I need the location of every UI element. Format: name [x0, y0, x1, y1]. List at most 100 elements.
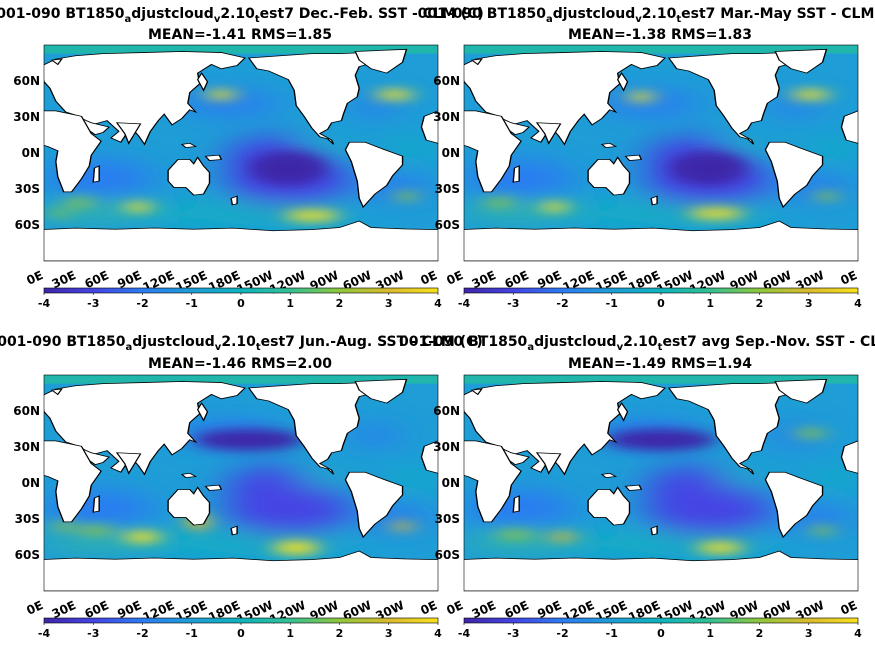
colorbar-tick-label: -3 [507, 297, 519, 310]
lat-tick-label: 30N [13, 110, 40, 124]
lat-tick-label: 30S [15, 182, 40, 196]
title-part: 2.10 [642, 6, 677, 22]
panel-4: 001-090 BT1850adjustcloudv2.10test7 avg … [399, 334, 875, 640]
lon-tick-label: 0E [444, 598, 465, 618]
colorbar-tick-label: 0 [237, 627, 245, 640]
map-frame [463, 374, 859, 592]
title-part: 001-090 BT1850 [418, 6, 547, 22]
title-part: 001-090 BT1850 [399, 334, 528, 350]
colorbar [463, 617, 859, 624]
anomaly-hotspot [390, 521, 415, 531]
title-part: t [676, 14, 681, 25]
colorbar-tick-label: 1 [706, 627, 714, 640]
panel-title: 001-090 BT1850adjustcloudv2.10test7 avg … [399, 334, 875, 353]
anomaly-hotspot [374, 89, 415, 100]
lat-tick-label: 0N [22, 476, 40, 490]
sst-anomaly-map [464, 375, 858, 591]
panel-stats: MEAN=-1.46 RMS=2.00 [148, 356, 332, 372]
colorbar [43, 617, 439, 624]
sst-anomaly-map [44, 45, 438, 261]
anomaly-field [814, 470, 855, 488]
lon-tick-label: 0E [418, 598, 439, 618]
colorbar-tick-label: 2 [336, 627, 344, 640]
lat-tick-label: 0N [442, 146, 460, 160]
title-part: est7 Jun.-Aug. SST - CLM (C) [261, 334, 483, 350]
title-part: 2.10 [623, 334, 658, 350]
anomaly-hotspot [538, 202, 571, 212]
anomaly-field [645, 465, 740, 509]
colorbar-tick-label: 4 [434, 627, 442, 640]
anomaly-hotspot [495, 530, 535, 540]
anomaly-field [771, 94, 819, 117]
arctic-band [464, 375, 858, 384]
lat-tick-label: 60S [435, 548, 460, 562]
lat-tick-label: 60S [15, 218, 40, 232]
anomaly-hotspot [688, 208, 744, 219]
anomaly-hotspot [814, 191, 839, 201]
anomaly-hotspot [668, 150, 748, 186]
title-part: est7 avg Sep.-Nov. SST - CLM (C) [662, 334, 875, 350]
anomaly-hotspot [47, 210, 72, 217]
anomaly-field [597, 90, 701, 117]
lat-tick-label: 60N [13, 74, 40, 88]
colorbar-tick-label: 1 [286, 627, 294, 640]
anomaly-hotspot [51, 521, 76, 531]
anomaly-hotspot [205, 90, 238, 99]
title-part: v [635, 14, 642, 25]
anomaly-field [296, 472, 344, 486]
lat-tick-label: 60N [433, 74, 460, 88]
lon-tick-label: 0E [838, 268, 859, 288]
map-frame [43, 374, 439, 592]
lon-tick-label: 0E [418, 268, 439, 288]
lat-tick-label: 60S [15, 548, 40, 562]
anomaly-field [177, 90, 281, 117]
title-part: v [617, 342, 624, 353]
colorbar-tick-label: 3 [805, 627, 813, 640]
anomaly-field [351, 94, 399, 117]
colorbar-tick-label: 2 [336, 297, 344, 310]
panel-1: 001-090 BT1850adjustcloudv2.10test7 Dec.… [0, 6, 484, 310]
colorbar-tick-label: -2 [556, 297, 568, 310]
anomaly-hotspot [122, 202, 155, 212]
anomaly-field [716, 472, 764, 486]
colorbar-tick-label: -4 [38, 297, 51, 310]
lat-tick-label: 30N [13, 440, 40, 454]
title-part: 001-090 BT1850 [0, 6, 125, 22]
colorbar-tick-label: 1 [706, 297, 714, 310]
colorbar [463, 287, 859, 294]
colorbar-tick-label: -2 [556, 627, 568, 640]
lat-tick-label: 30S [435, 512, 460, 526]
colorbar-tick-label: -3 [507, 627, 519, 640]
anomaly-hotspot [122, 531, 163, 543]
title-part: t [658, 342, 663, 353]
anomaly-hotspot [794, 429, 827, 438]
panel-title: 001-090 BT1850adjustcloudv2.10test7 Jun.… [0, 334, 483, 353]
map-frame [43, 44, 439, 262]
colorbar-tick-label: -2 [136, 627, 148, 640]
colorbar-tick-label: 4 [854, 627, 862, 640]
title-part: a [527, 342, 534, 353]
title-part: est7 Mar.-May SST - CLM (C) [681, 6, 875, 22]
colorbar-tick-label: -1 [186, 297, 198, 310]
anomaly-field [814, 140, 855, 158]
colorbar-tick-label: -3 [87, 297, 99, 310]
anomaly-hotspot [63, 198, 96, 207]
sst-anomaly-map [464, 45, 858, 261]
anomaly-field [394, 140, 435, 158]
title-part: djustcloud [131, 6, 214, 22]
title-part: t [255, 14, 260, 25]
lat-tick-label: 30N [433, 440, 460, 454]
panel-3: 001-090 BT1850adjustcloudv2.10test7 Jun.… [0, 334, 483, 640]
title-part: djustcloud [553, 6, 636, 22]
anomaly-hotspot [483, 198, 516, 207]
anomaly-hotspot [696, 542, 744, 554]
lat-tick-label: 30N [433, 110, 460, 124]
panel-2: 001-090 BT1850adjustcloudv2.10test7 Mar.… [418, 6, 875, 310]
arctic-band [44, 375, 438, 384]
colorbar-tick-label: 0 [657, 297, 665, 310]
title-part: djustcloud [534, 334, 617, 350]
anomaly-hotspot [605, 429, 717, 451]
anomaly-field [464, 534, 571, 548]
colorbar-tick-label: 4 [434, 297, 442, 310]
colorbar-tick-label: 3 [385, 297, 393, 310]
